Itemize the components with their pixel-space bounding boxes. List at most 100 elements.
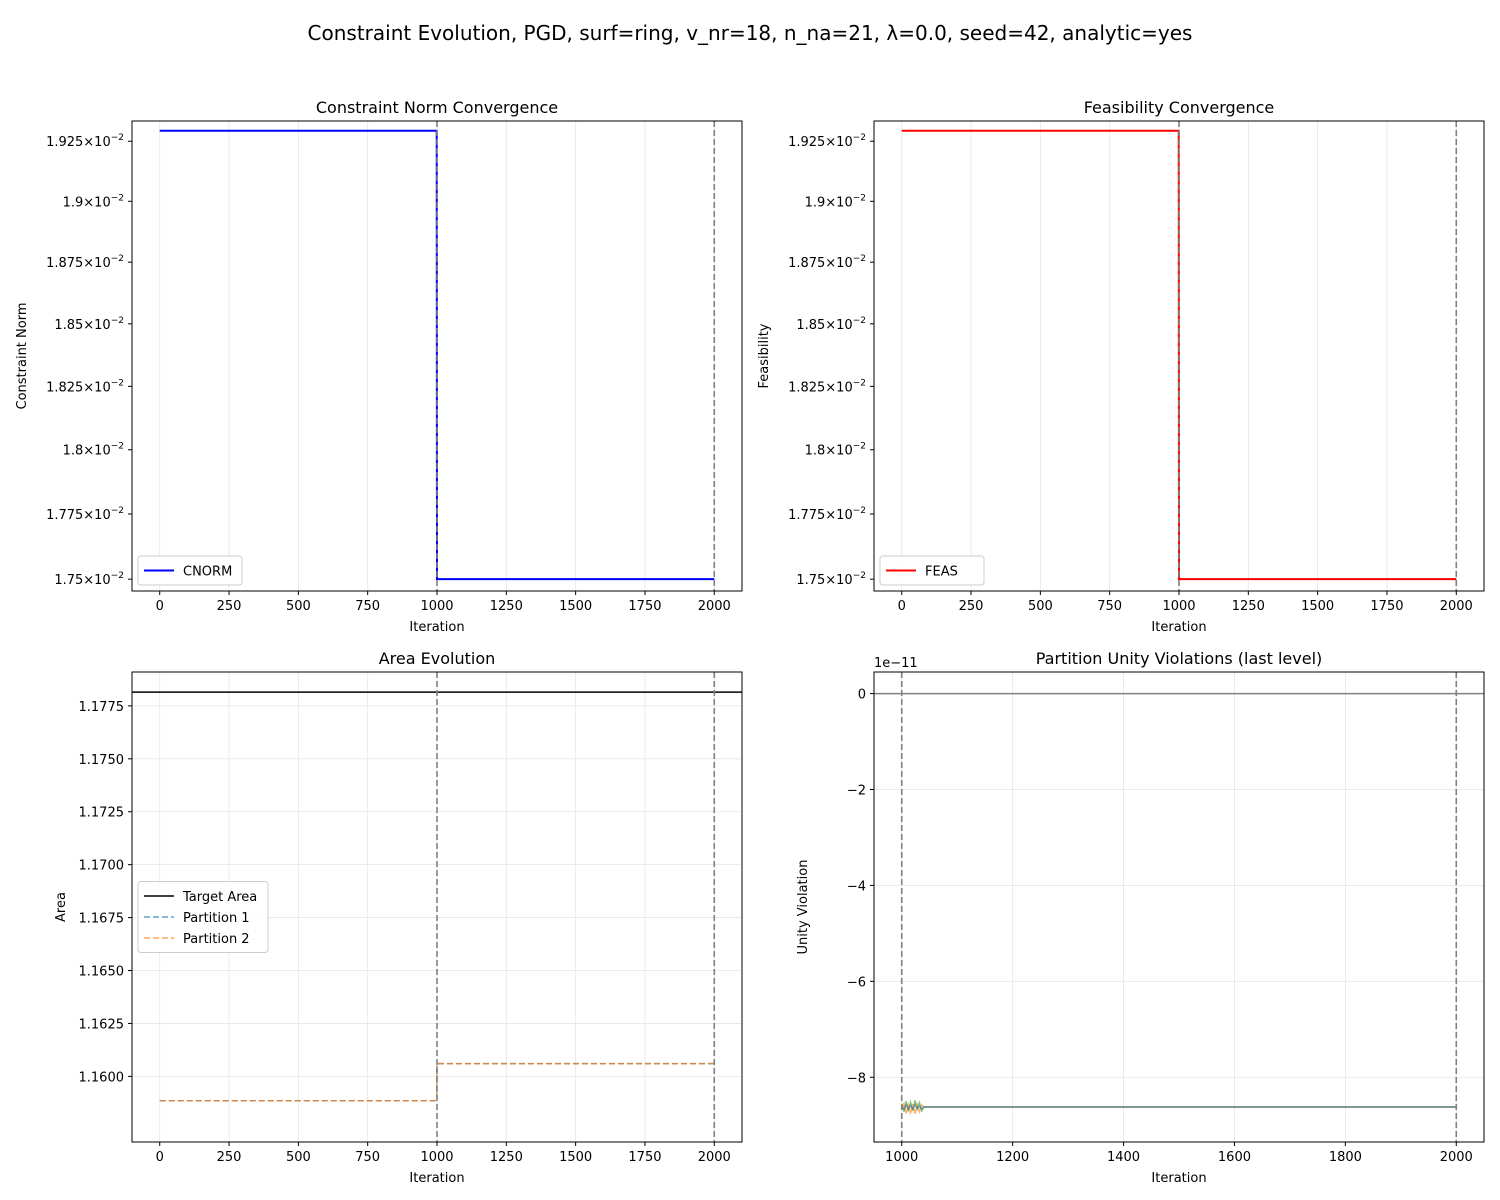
x-tick-label: 500 [1028, 599, 1053, 614]
plot-area [874, 672, 1484, 1142]
series-line-2 [901, 1100, 1457, 1116]
x-tick-label: 750 [1097, 599, 1122, 614]
y-tick-label: 1.875×10−2 [46, 254, 124, 271]
plot-area [901, 121, 1458, 591]
x-tick-label: 750 [355, 599, 380, 614]
y-tick-label: 1.825×10−2 [46, 378, 124, 395]
x-tick-label: 250 [217, 1150, 242, 1165]
y-tick-label: 1.825×10−2 [788, 378, 866, 395]
x-tick-label: 1250 [490, 1150, 523, 1165]
y-tick-label: −8 [847, 1071, 866, 1086]
legend-label: CNORM [183, 565, 232, 580]
x-tick-label: 1800 [1329, 1150, 1362, 1165]
y-tick-label: 1.775×10−2 [46, 506, 124, 523]
chart-title: Constraint Norm Convergence [316, 98, 558, 117]
series-line-cnorm [159, 129, 715, 581]
x-tick-label: 1500 [559, 1150, 592, 1165]
x-tick-label: 1250 [490, 599, 523, 614]
x-tick-label: 1000 [420, 1150, 453, 1165]
y-tick-label: 1.75×10−2 [796, 571, 866, 588]
y-tick-label: 1.1625 [79, 1017, 125, 1032]
series-line-partition-2 [159, 1062, 715, 1102]
plot-area [159, 121, 716, 591]
x-axis-label: Iteration [1151, 1171, 1206, 1186]
x-tick-label: 500 [286, 599, 311, 614]
x-tick-label: 1500 [559, 599, 592, 614]
x-tick-label: 1600 [1218, 1150, 1251, 1165]
legend-label: Partition 1 [183, 911, 250, 926]
chart-title: Area Evolution [379, 649, 496, 668]
legend-box [137, 881, 269, 953]
y-tick-label: 1.775×10−2 [788, 506, 866, 523]
y-tick-label: 1.8×10−2 [805, 442, 866, 459]
y-tick-label: −2 [847, 784, 866, 799]
y-tick-label: 1.1750 [79, 753, 125, 768]
y-offset-label: 1e−11 [874, 656, 918, 671]
x-tick-label: 0 [156, 599, 164, 614]
chart-title: Partition Unity Violations (last level) [1036, 649, 1323, 668]
series-line-feas [901, 129, 1457, 581]
x-tick-label: 2000 [698, 599, 731, 614]
figure-suptitle: Constraint Evolution, PGD, surf=ring, v_… [308, 21, 1193, 45]
y-axis-label: Unity Violation [796, 860, 811, 955]
x-tick-label: 250 [217, 599, 242, 614]
y-axis-label: Feasibility [757, 323, 772, 388]
x-tick-label: 1750 [628, 599, 661, 614]
x-tick-label: 2000 [1440, 599, 1473, 614]
legend: FEAS [879, 555, 985, 586]
y-axis-label: Area [54, 892, 69, 922]
x-tick-label: 2000 [698, 1150, 731, 1165]
chart-feas: 0 250 500 750 1000 1250 1500 1750 2000 1.75×10−2 1… [757, 98, 1485, 635]
x-tick-label: 1750 [1370, 599, 1403, 614]
x-tick-label: 1000 [885, 1150, 918, 1165]
y-tick-label: 1.875×10−2 [788, 254, 866, 271]
legend-label: FEAS [925, 565, 958, 580]
x-tick-label: 1750 [628, 1150, 661, 1165]
legend-label: Partition 2 [183, 932, 250, 947]
chart-title: Feasibility Convergence [1084, 98, 1275, 117]
x-axis-label: Iteration [409, 620, 464, 635]
axes-frame [873, 671, 1485, 1143]
legend-box [879, 555, 985, 586]
x-tick-label: 1400 [1107, 1150, 1140, 1165]
chart-area: 0 250 500 750 1000 1250 1500 1750 2000 1.1600 1.16… [54, 649, 743, 1186]
y-tick-label: 1.1700 [79, 859, 125, 874]
y-tick-label: 1.85×10−2 [796, 316, 866, 333]
chart-panels: 0 250 500 750 1000 1250 1500 1750 2000 1.75×10−2 1… [15, 98, 1485, 1186]
y-tick-label: 1.925×10−2 [46, 133, 124, 150]
x-tick-label: 1200 [996, 1150, 1029, 1165]
y-tick-label: −4 [847, 879, 866, 894]
y-tick-label: 1.1775 [79, 700, 125, 715]
series-line-3 [901, 1103, 1457, 1111]
y-tick-label: 1.8×10−2 [63, 442, 124, 459]
plot-area [132, 672, 742, 1142]
x-tick-label: 0 [156, 1150, 164, 1165]
x-tick-label: 1250 [1232, 599, 1265, 614]
y-tick-label: 1.9×10−2 [805, 193, 866, 210]
x-axis-label: Iteration [1151, 620, 1206, 635]
x-tick-label: 250 [959, 599, 984, 614]
x-tick-label: 1000 [420, 599, 453, 614]
y-tick-label: −6 [847, 975, 866, 990]
y-tick-label: 1.1600 [79, 1070, 125, 1085]
y-tick-label: 1.9×10−2 [63, 193, 124, 210]
x-tick-label: 2000 [1440, 1150, 1473, 1165]
legend-label: Target Area [182, 890, 257, 905]
x-tick-label: 0 [898, 599, 906, 614]
legend: CNORM [137, 555, 243, 586]
x-axis-label: Iteration [409, 1171, 464, 1186]
legend-box [137, 555, 243, 586]
legend: Target Area Partition 1 Partition 2 [137, 881, 269, 953]
chart-cnorm: 0 250 500 750 1000 1250 1500 1750 2000 1.75×10−2 1… [15, 98, 743, 635]
x-tick-label: 500 [286, 1150, 311, 1165]
y-tick-label: 0 [858, 688, 866, 703]
y-tick-label: 1.1650 [79, 965, 125, 980]
y-tick-label: 1.1675 [79, 912, 125, 927]
chart-unity: 1000 1200 1400 1600 1800 2000 0 −2 −4 −6 −8 1e−11 Pa… [796, 649, 1485, 1186]
x-tick-label: 1000 [1162, 599, 1195, 614]
x-tick-label: 750 [355, 1150, 380, 1165]
y-tick-label: 1.925×10−2 [788, 133, 866, 150]
y-tick-label: 1.1725 [79, 806, 125, 821]
